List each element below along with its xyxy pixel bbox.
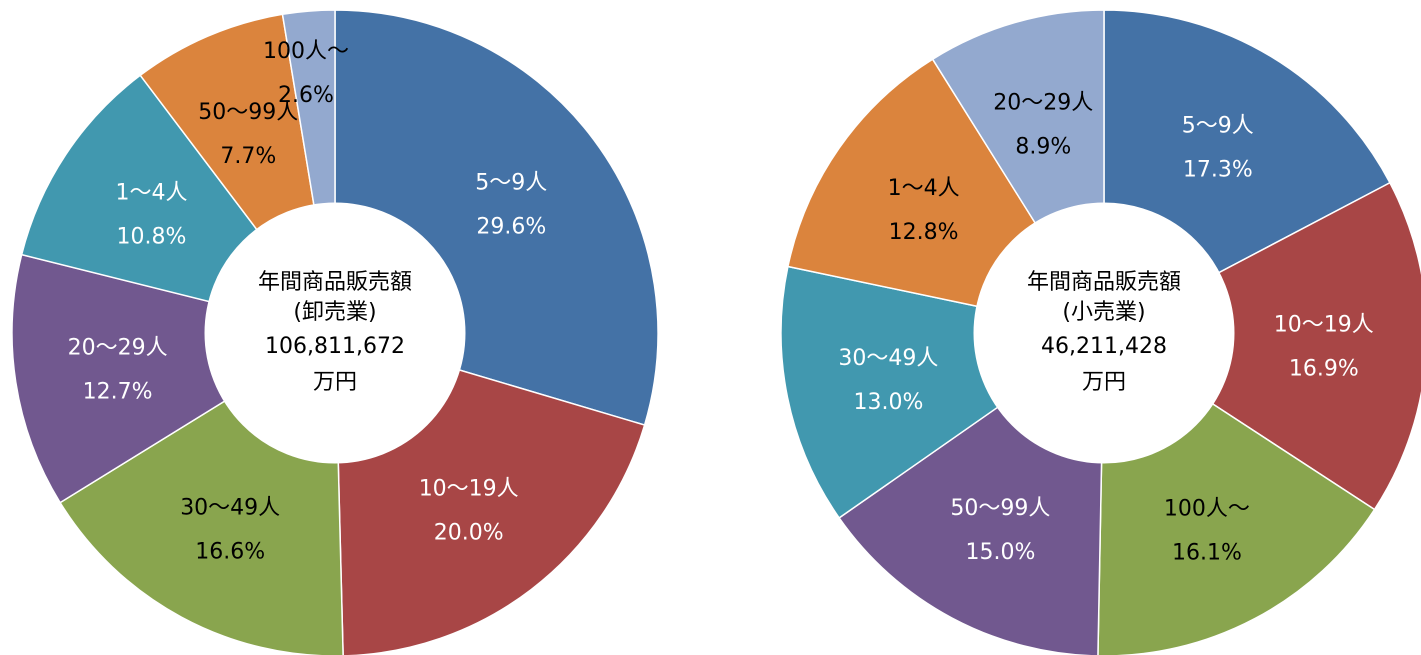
retail-center-text-line-4: 万円 — [1082, 370, 1126, 395]
wholesale-slice-percent-30-to-49: 16.6% — [195, 539, 265, 564]
retail-slice-percent-100-plus: 16.1% — [1172, 540, 1242, 565]
wholesale-slice-label-100-plus: 100人〜 — [263, 39, 349, 64]
retail-slice-label-5-to-9: 5〜9人 — [1182, 114, 1254, 139]
wholesale-center-text-line-1: 年間商品販売額 — [258, 270, 412, 295]
wholesale-slice-label-30-to-49: 30〜49人 — [180, 495, 280, 520]
retail-center-text-line-3: 46,211,428 — [1041, 334, 1167, 359]
retail-slice-label-30-to-49: 30〜49人 — [838, 346, 938, 371]
wholesale-slice-percent-10-to-19: 20.0% — [434, 521, 504, 546]
wholesale-center-text-line-4: 万円 — [313, 370, 357, 395]
wholesale-donut-hole — [204, 202, 466, 464]
wholesale-slice-percent-20-to-29: 12.7% — [83, 380, 153, 405]
wholesale-slice-percent-1-to-4: 10.8% — [117, 225, 187, 250]
wholesale-slice-label-5-to-9: 5〜9人 — [475, 171, 547, 196]
retail-slice-percent-50-to-99: 15.0% — [965, 540, 1035, 565]
retail-slice-percent-20-to-29: 8.9% — [1015, 135, 1071, 160]
wholesale-slice-percent-5-to-9: 29.6% — [476, 215, 546, 240]
retail-slice-percent-30-to-49: 13.0% — [853, 390, 923, 415]
wholesale-center-text-line-2: (卸売業) — [293, 300, 376, 325]
wholesale-slice-label-50-to-99: 50〜99人 — [198, 100, 298, 125]
wholesale-slice-label-10-to-19: 10〜19人 — [419, 477, 519, 502]
retail-slice-label-10-to-19: 10〜19人 — [1274, 312, 1374, 337]
wholesale-donut-chart: 5〜9人 29.6% 10〜19人 20.0% 30〜49人 16.6% 20〜29人 12.… — [11, 9, 659, 655]
wholesale-center-text-line-3: 106,811,672 — [265, 334, 405, 359]
retail-donut-chart: 5〜9人 17.3% 10〜19人 16.9% 100人〜 16.1% 50〜99人 15.0… — [780, 9, 1421, 655]
retail-slice-label-50-to-99: 50〜99人 — [950, 496, 1050, 521]
retail-donut-hole — [973, 202, 1235, 464]
retail-slice-label-1-to-4: 1〜4人 — [888, 176, 960, 201]
retail-slice-10-to-19 — [1102, 181, 1421, 511]
retail-slice-label-20-to-29: 20〜29人 — [993, 91, 1093, 116]
retail-slice-label-100-plus: 100人〜 — [1164, 496, 1250, 521]
retail-center-text-line-1: 年間商品販売額 — [1027, 270, 1181, 295]
wholesale-slice-percent-50-to-99: 7.7% — [220, 144, 276, 169]
retail-slice-percent-5-to-9: 17.3% — [1183, 158, 1253, 183]
retail-slice-percent-10-to-19: 16.9% — [1289, 356, 1359, 381]
wholesale-slice-label-20-to-29: 20〜29人 — [68, 336, 168, 361]
retail-center-text-line-2: (小売業) — [1062, 300, 1145, 325]
wholesale-slice-label-1-to-4: 1〜4人 — [116, 181, 188, 206]
wholesale-slice-percent-100-plus: 2.6% — [278, 83, 334, 108]
retail-slice-percent-1-to-4: 12.8% — [889, 220, 959, 245]
